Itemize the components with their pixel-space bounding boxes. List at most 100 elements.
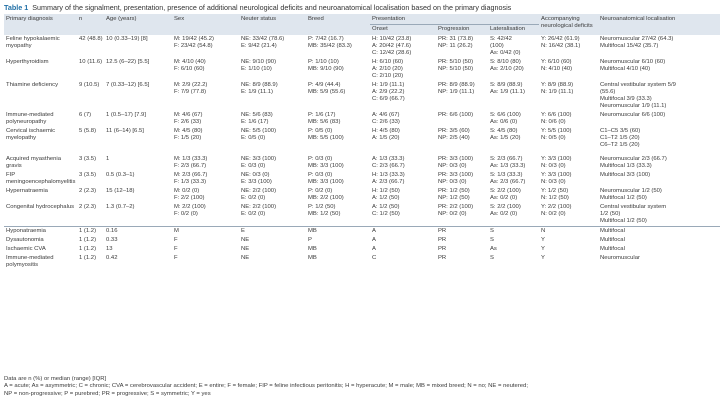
cell-line: 1 — [106, 156, 110, 162]
cell-line: PR: 31 (73.8) — [438, 36, 474, 42]
cell-lateralisation: S — [488, 254, 539, 270]
cell-line: PR — [438, 255, 447, 261]
cell-line: Multifocal — [600, 246, 625, 252]
cell-line: As — [490, 246, 497, 252]
cell-line: 10 (0.33–19) [8] — [106, 36, 148, 42]
cell-line: N: 0/2 (0) — [541, 211, 566, 217]
table-row: Ischaemic CVA 1 (1.2) 13 F NE MB A PR As Y Multifo… — [4, 245, 720, 254]
cell-progression: PR: 31 (73.8) NP: 11 (26.2) — [436, 35, 488, 58]
cell-line: S: 2/2 (100) — [490, 204, 521, 210]
cell-breed: P: 0/5 (0) MB: 5/5 (100) — [306, 127, 370, 150]
cell-age: 0.5 (0.3–1) — [104, 171, 172, 187]
cell-onset: H: 6/10 (60) A: 2/10 (20) C: 2/10 (20) — [370, 58, 436, 81]
cell-line: As: 1/3 (33.3) — [490, 163, 526, 169]
cell-line: 1 (0.5–17) [7.9] — [106, 112, 146, 118]
cell-line: A: 1/2 (50) — [372, 195, 400, 201]
cell-line: N: 0/6 (0) — [541, 119, 566, 125]
cell-line: Multifocal 1/3 (33.3) — [600, 163, 652, 169]
table-row: Acquired myasthenia gravis 3 (3.5) 1 M: 1/3 … — [4, 150, 720, 171]
header-onset: Onset — [370, 24, 436, 35]
cell-line: Multifocal 3/3 (100) — [600, 172, 651, 178]
cell-age: 12.5 (6–22) [5.5] — [104, 58, 172, 81]
cell-neuter-status: NE — [239, 245, 306, 254]
cell-line: gravis — [6, 163, 22, 169]
cell-line: Neuromuscular 6/6 (100) — [600, 112, 666, 118]
cell-lateralisation: S: 42/42 (100) As: 0/42 (0) — [488, 35, 539, 58]
cell-line: C6–T2 1/5 (20) — [600, 142, 640, 148]
cell-line: 0.5 (0.3–1) — [106, 172, 135, 178]
cell-line: M — [174, 228, 179, 234]
cell-sex: F — [172, 245, 239, 254]
cell-line: S: 8/9 (88.9) — [490, 82, 523, 88]
cell-line: Hyperthyroidism — [6, 59, 49, 65]
cell-line: NE: 5/5 (100) — [241, 128, 277, 134]
cell-localisation: Multifocal 3/3 (100) — [598, 171, 720, 187]
cell-line: Y: 26/42 (61.9) — [541, 36, 580, 42]
cell-line: Feline hypokalaemic — [6, 36, 60, 42]
cell-n: 3 (3.5) — [77, 150, 104, 171]
cell-line: H: 1/9 (11.1) — [372, 82, 405, 88]
cell-line: polyneuropathy — [6, 119, 47, 125]
cell-line: C: 2/3 (66.7) — [372, 163, 405, 169]
cell-line: F: 1/5 (20) — [174, 135, 202, 141]
cell-n: 2 (2.3) — [77, 187, 104, 203]
cell-localisation: Central vestibular system 5/9 (55.6) Multi… — [598, 81, 720, 111]
cell-line: NE: 8/9 (88.9) — [241, 82, 278, 88]
cell-line: 0.33 — [106, 237, 118, 243]
cell-age: 1.3 (0.7–2) — [104, 203, 172, 227]
cell-line: M: 2/3 (66.7) — [174, 172, 208, 178]
cell-diagnosis: Immune-mediated polyneuropathy — [4, 111, 77, 127]
cell-diagnosis: Hyperthyroidism — [4, 58, 77, 81]
cell-line: As: 1/9 (11.1) — [490, 89, 525, 95]
cell-localisation: Neuromuscular 6/6 (100) — [598, 111, 720, 127]
cell-line: Immune-mediated — [6, 112, 54, 118]
cell-line: Multifocal 15/42 (35.7) — [600, 43, 659, 49]
cell-age: 0.42 — [104, 254, 172, 270]
cell-lateralisation: S: 8/10 (80) As: 2/10 (20) — [488, 58, 539, 81]
cell-breed: P: 0/2 (0) MB: 2/2 (100) — [306, 187, 370, 203]
cell-line: Y — [541, 246, 545, 252]
cell-line: P: 1/10 (10) — [308, 59, 339, 65]
cell-line: P: 1/6 (17) — [308, 112, 336, 118]
cell-diagnosis: Dysautonomia — [4, 236, 77, 245]
cell-line: MB — [308, 255, 317, 261]
cell-onset: H: 1/3 (33.3) A: 2/3 (66.7) — [370, 171, 436, 187]
cell-line: NE — [241, 237, 250, 243]
cell-age: 7 (0.33–12) [6.5] — [104, 81, 172, 111]
cell-sex: M: 2/2 (100) F: 0/2 (0) — [172, 203, 239, 227]
cell-line: 1 (1.2) — [79, 228, 97, 234]
cell-line: E: 9/42 (21.4) — [241, 43, 277, 49]
cell-line: PR: 3/3 (100) — [438, 156, 474, 162]
cell-line: PR: 8/9 (88.9) — [438, 82, 475, 88]
cell-progression: PR: 6/6 (100) — [436, 111, 488, 127]
cell-n: 1 (1.2) — [77, 236, 104, 245]
header-neuroanatomical-localisation: Neuroanatomical localisation — [598, 14, 720, 35]
cell-line: 13 — [106, 246, 113, 252]
cell-line: 1 (1.2) — [79, 237, 97, 243]
cell-line: Immune-mediated — [6, 255, 54, 261]
header-breed: Breed — [306, 14, 370, 35]
cell-deficits: Y — [539, 245, 598, 254]
cell-line: A — [372, 246, 376, 252]
cell-deficits: N — [539, 226, 598, 236]
cell-line: P: 0/2 (0) — [308, 188, 333, 194]
cell-line: Y: 3/3 (100) — [541, 156, 572, 162]
cell-line: M: 1/3 (33.3) — [174, 156, 208, 162]
cell-neuter-status: NE — [239, 236, 306, 245]
cell-line: A: 4/6 (67) — [372, 112, 400, 118]
cell-line: C: 2/10 (20) — [372, 73, 404, 79]
cell-deficits: Y — [539, 236, 598, 245]
cell-diagnosis: Acquired myasthenia gravis — [4, 150, 77, 171]
cell-line: PR — [438, 228, 447, 234]
cell-age: 13 — [104, 245, 172, 254]
cell-line: MB: 5/6 (83) — [308, 119, 341, 125]
cell-neuter-status: NE: 0/3 (0) E: 3/3 (100) — [239, 171, 306, 187]
cell-line: N: 16/42 (38.1) — [541, 43, 581, 49]
cell-line: MB: 35/42 (83.3) — [308, 43, 352, 49]
cell-neuter-status: NE: 3/3 (100) E: 0/3 (0) — [239, 150, 306, 171]
cell-line: Y: 2/2 (100) — [541, 204, 572, 210]
cell-line: Y — [541, 237, 545, 243]
cell-neuter-status: E — [239, 226, 306, 236]
cell-localisation: Multifocal — [598, 245, 720, 254]
